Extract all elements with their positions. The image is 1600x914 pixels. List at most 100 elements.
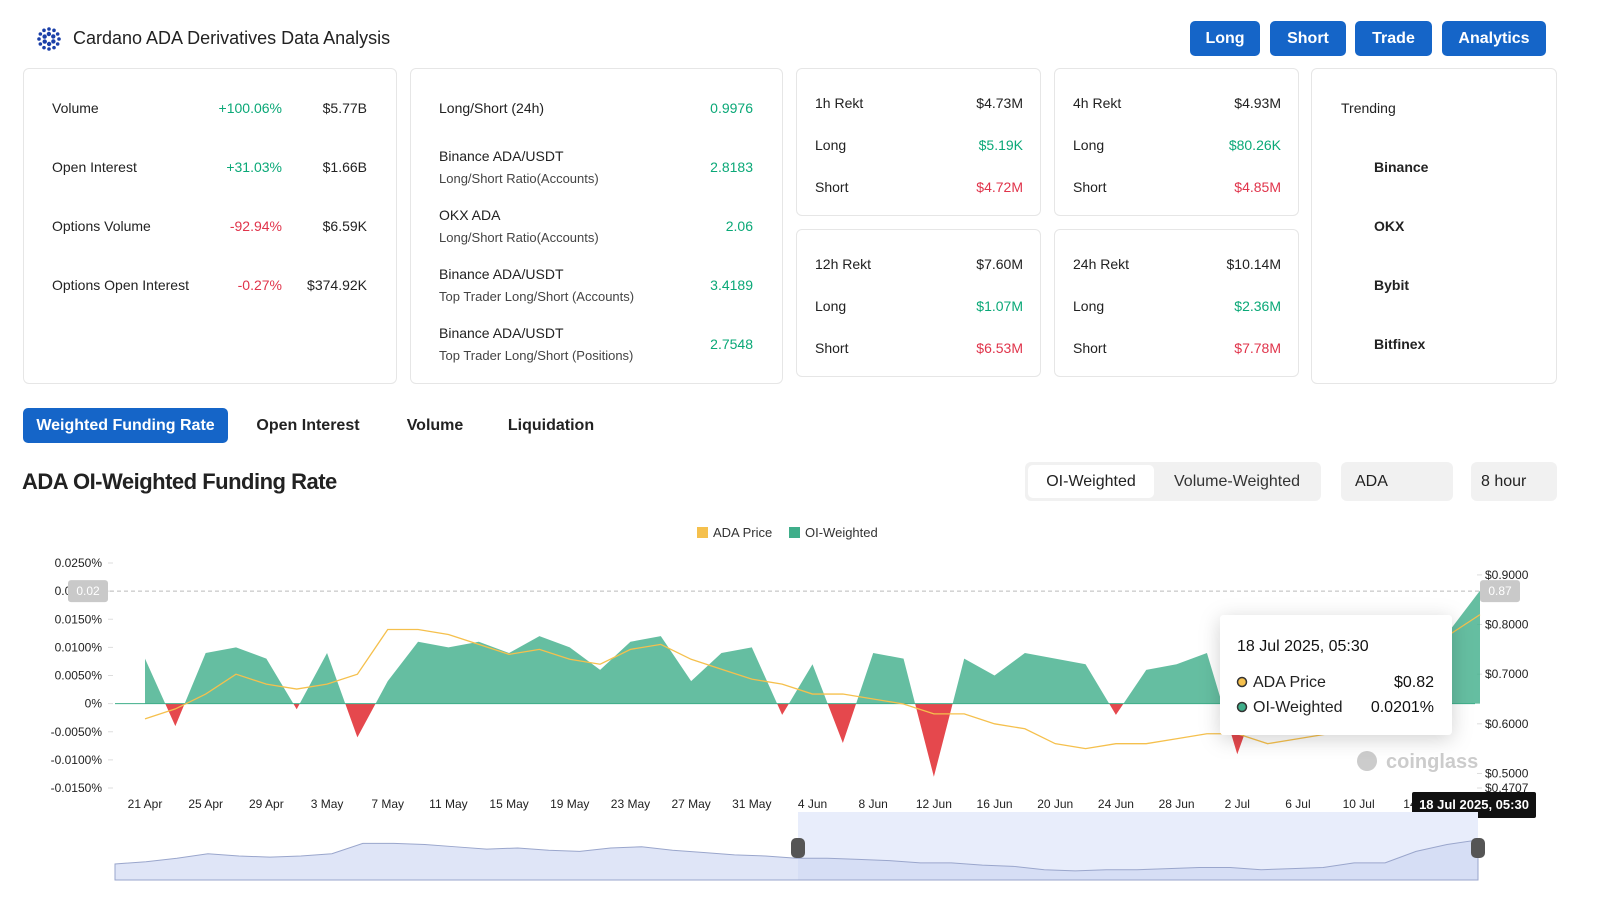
rekt-short: $6.53M [976,340,1023,356]
funding-area-positive [145,590,1480,704]
ratio-sub: Long/Short Ratio(Accounts) [439,171,599,186]
rekt-long-label: Long [1073,137,1105,153]
logo-dot [47,47,51,51]
rekt-total: $4.93M [1234,95,1281,111]
stat-label: Options Open Interest [52,277,189,293]
exchange-name[interactable]: Bybit [1374,277,1409,293]
watermark: coinglass [1386,751,1478,773]
x-tick-label: 23 May [611,797,650,811]
ratio-value: 0.9976 [710,100,753,116]
chart-title: ADA OI-Weighted Funding Rate [22,469,337,494]
x-tick-label: 10 Jul [1343,797,1375,811]
crosshair-badge [1412,792,1536,818]
x-tick-label: 28 Jun [1159,797,1195,811]
rekt-long: $1.07M [976,298,1023,314]
stat-label: Open Interest [52,159,137,175]
tab[interactable]: Liquidation [507,416,595,434]
ratio-sub: Long/Short Ratio(Accounts) [439,230,599,245]
crosshair-badge [68,580,108,603]
ratios-card [410,68,783,384]
y2-tick-label: $0.6000 [1485,717,1529,731]
coin-select[interactable]: ADA [1341,462,1453,501]
rekt-card [1054,68,1299,216]
logo-dot [42,45,46,50]
rekt-title: 24h Rekt [1073,256,1130,272]
rekt-card [796,229,1041,377]
tooltip-title: 18 Jul 2025, 05:30 [1237,638,1369,655]
x-tick-label: 11 May [429,797,467,811]
ratio-name: Long/Short (24h) [439,100,545,116]
ratio-value: 2.8183 [710,159,753,175]
x-tick-label: 27 May [671,797,710,811]
crosshair-label: 0.87 [1488,584,1512,598]
crosshair-label: 0.02 [76,584,100,598]
tooltip-box [1220,615,1452,735]
tooltip-dot [1236,701,1248,713]
tooltip-dot [1236,676,1248,688]
interval-select[interactable]: 8 hour [1471,462,1557,501]
stat-label: Options Volume [52,218,151,234]
watermark-icon [1357,751,1377,771]
rekt-long-label: Long [815,298,847,314]
tab[interactable]: Volume [406,416,464,434]
x-tick-label: 31 May [732,797,771,811]
y-tick-label: -0.0100% [51,753,103,767]
segment-option[interactable]: Volume-Weighted [1174,473,1300,490]
stats-card [23,68,397,384]
rekt-short-label: Short [815,179,849,195]
tooltip-value: 0.0201% [1371,699,1434,716]
logo-dot [42,28,46,33]
nav-button[interactable]: Short [1270,21,1346,56]
ratio-sub: Top Trader Long/Short (Accounts) [439,289,635,304]
stat-change: +31.03% [226,159,282,175]
trending-card [1311,68,1557,384]
x-tick-label: 16 Jun [977,797,1013,811]
ratio-name: Binance ADA/USDT [439,148,564,164]
crosshair-badge [1480,580,1520,603]
rekt-card [796,68,1041,216]
rekt-total: $7.60M [976,256,1023,272]
rekt-total: $4.73M [976,95,1023,111]
navigator-handle[interactable] [1471,838,1485,858]
rekt-total: $10.14M [1226,256,1281,272]
exchange-name[interactable]: OKX [1374,218,1405,234]
ratio-name: Binance ADA/USDT [439,325,564,341]
logo-dot [55,42,60,46]
stat-value: $1.66B [322,159,367,175]
ratio-value: 2.06 [725,218,753,234]
tab[interactable]: Weighted Funding Rate [23,408,228,443]
rekt-long: $5.19K [978,137,1023,153]
segment-option[interactable]: OI-Weighted [1028,465,1154,498]
logo-dot [42,34,47,39]
tab[interactable]: Open Interest [256,416,360,434]
x-tick-label: 6 Jul [1285,797,1310,811]
exchange-name[interactable]: Bitfinex [1374,336,1426,352]
rekt-short: $7.78M [1234,340,1281,356]
nav-button[interactable]: Trade [1355,21,1432,56]
stat-change: -92.94% [229,218,282,234]
logo-dot [37,37,41,41]
y2-tick-label: $0.8000 [1485,618,1529,632]
logo-dot [38,42,43,46]
tooltip-value: $0.82 [1394,674,1434,691]
tooltip-name: OI-Weighted [1253,699,1343,716]
stat-value: $6.59K [322,218,367,234]
stat-value: $5.77B [322,100,367,116]
stat-change: +100.06% [218,100,282,116]
exchange-name[interactable]: Binance [1374,159,1429,175]
navigator-area [114,839,1479,881]
price-line [144,614,1481,750]
navigator-handle[interactable] [791,838,805,858]
x-tick-label: 15 May [489,797,528,811]
nav-button[interactable]: Analytics [1442,21,1546,56]
rekt-title: 12h Rekt [815,256,872,272]
stat-value: $374.92K [307,277,367,293]
rekt-short: $4.72M [976,179,1023,195]
x-tick-label: 4 Jun [798,797,827,811]
x-tick-label: 20 Jun [1037,797,1073,811]
x-tick-label: 24 Jun [1098,797,1134,811]
y-tick-label: 0.0100% [55,640,103,654]
x-tick-label: 8 Jun [859,797,888,811]
nav-button[interactable]: Long [1190,21,1260,56]
rekt-long: $80.26K [1228,137,1281,153]
